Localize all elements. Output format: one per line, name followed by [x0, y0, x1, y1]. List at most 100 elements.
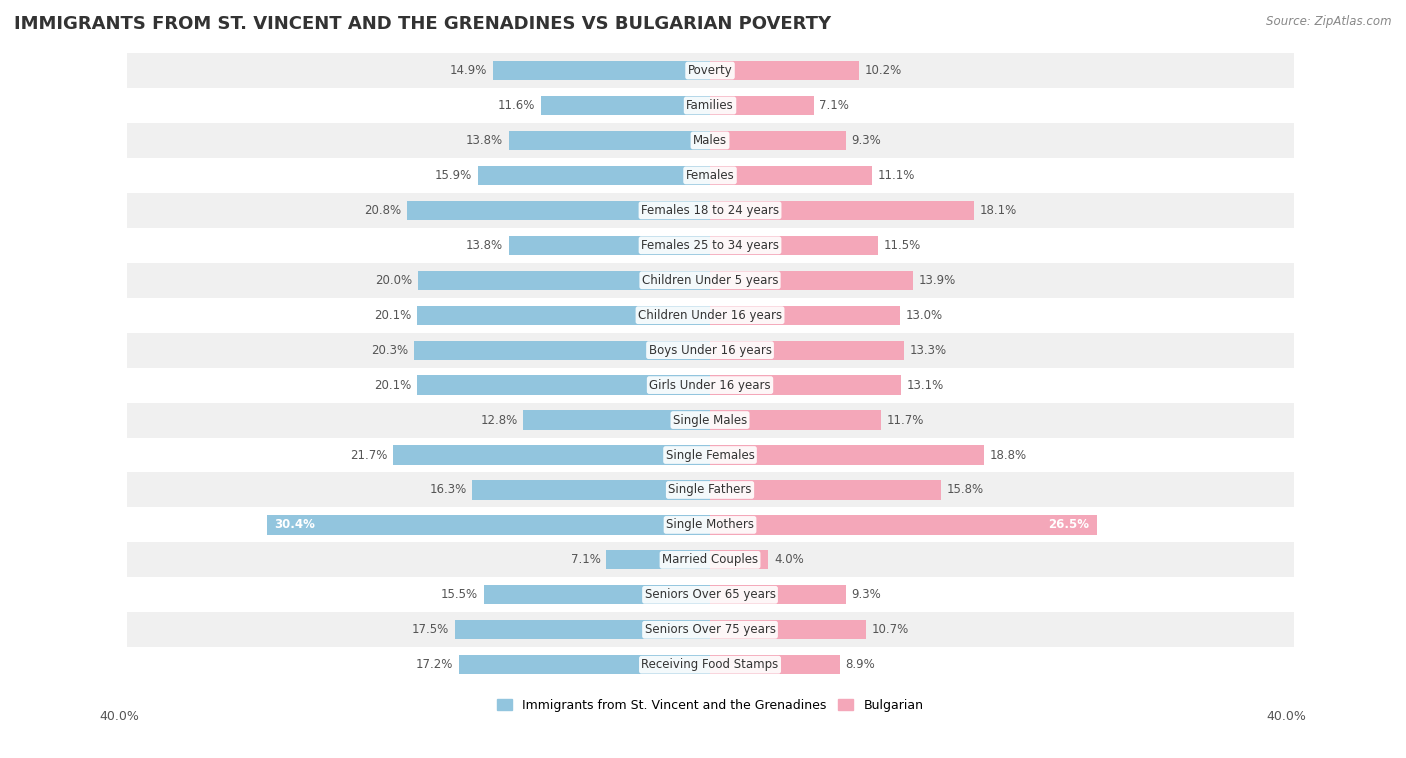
Bar — [509, 131, 710, 150]
Bar — [406, 201, 710, 220]
Bar — [509, 236, 710, 255]
Text: 17.2%: 17.2% — [416, 658, 453, 672]
Text: Seniors Over 75 years: Seniors Over 75 years — [644, 623, 776, 636]
Text: 40.0%: 40.0% — [1267, 709, 1306, 723]
Bar — [127, 333, 1294, 368]
Bar — [710, 96, 814, 115]
Text: 18.1%: 18.1% — [980, 204, 1017, 217]
Bar — [127, 402, 1294, 437]
Text: 13.8%: 13.8% — [465, 239, 503, 252]
Text: 16.3%: 16.3% — [429, 484, 467, 496]
Bar — [478, 166, 710, 185]
Text: 30.4%: 30.4% — [274, 518, 315, 531]
Text: 21.7%: 21.7% — [350, 449, 388, 462]
Text: 13.9%: 13.9% — [918, 274, 956, 287]
Text: Families: Families — [686, 99, 734, 112]
Bar — [710, 340, 904, 360]
Text: 26.5%: 26.5% — [1049, 518, 1090, 531]
Text: Receiving Food Stamps: Receiving Food Stamps — [641, 658, 779, 672]
Text: 17.5%: 17.5% — [412, 623, 449, 636]
Text: Males: Males — [693, 134, 727, 147]
Text: 11.7%: 11.7% — [887, 414, 924, 427]
Bar — [492, 61, 710, 80]
Bar — [127, 263, 1294, 298]
Text: Single Mothers: Single Mothers — [666, 518, 754, 531]
Bar — [127, 647, 1294, 682]
Text: Girls Under 16 years: Girls Under 16 years — [650, 378, 770, 392]
Bar — [710, 61, 859, 80]
Bar — [710, 236, 877, 255]
Bar — [127, 53, 1294, 88]
Text: 13.3%: 13.3% — [910, 343, 948, 357]
Text: 15.8%: 15.8% — [946, 484, 983, 496]
Text: 7.1%: 7.1% — [820, 99, 849, 112]
Text: 12.8%: 12.8% — [481, 414, 517, 427]
Text: Single Females: Single Females — [665, 449, 755, 462]
Bar — [127, 368, 1294, 402]
Text: Females 25 to 34 years: Females 25 to 34 years — [641, 239, 779, 252]
Bar — [454, 620, 710, 640]
Text: 15.9%: 15.9% — [434, 169, 472, 182]
Text: Females: Females — [686, 169, 734, 182]
Text: 20.1%: 20.1% — [374, 309, 411, 321]
Text: 10.7%: 10.7% — [872, 623, 910, 636]
Text: IMMIGRANTS FROM ST. VINCENT AND THE GRENADINES VS BULGARIAN POVERTY: IMMIGRANTS FROM ST. VINCENT AND THE GREN… — [14, 15, 831, 33]
Bar — [710, 550, 768, 569]
Bar — [127, 612, 1294, 647]
Bar — [484, 585, 710, 604]
Bar — [710, 481, 941, 500]
Text: 8.9%: 8.9% — [845, 658, 876, 672]
Bar — [710, 620, 866, 640]
Text: 14.9%: 14.9% — [450, 64, 486, 77]
Text: Source: ZipAtlas.com: Source: ZipAtlas.com — [1267, 15, 1392, 28]
Bar — [710, 166, 872, 185]
Bar — [710, 201, 974, 220]
Bar — [710, 271, 912, 290]
Text: Children Under 5 years: Children Under 5 years — [641, 274, 779, 287]
Bar — [267, 515, 710, 534]
Text: 11.6%: 11.6% — [498, 99, 534, 112]
Text: 20.8%: 20.8% — [364, 204, 401, 217]
Text: Poverty: Poverty — [688, 64, 733, 77]
Text: 18.8%: 18.8% — [990, 449, 1028, 462]
Bar — [541, 96, 710, 115]
Bar — [127, 123, 1294, 158]
Bar — [710, 515, 1097, 534]
Bar — [127, 193, 1294, 228]
Bar — [127, 228, 1294, 263]
Text: Married Couples: Married Couples — [662, 553, 758, 566]
Text: 7.1%: 7.1% — [571, 553, 600, 566]
Bar — [710, 131, 845, 150]
Text: 11.5%: 11.5% — [883, 239, 921, 252]
Bar — [416, 375, 710, 395]
Bar — [127, 472, 1294, 507]
Bar — [710, 305, 900, 325]
Bar — [416, 305, 710, 325]
Text: 20.0%: 20.0% — [375, 274, 412, 287]
Text: Single Fathers: Single Fathers — [668, 484, 752, 496]
Bar — [710, 410, 880, 430]
Text: 40.0%: 40.0% — [100, 709, 139, 723]
Text: Children Under 16 years: Children Under 16 years — [638, 309, 782, 321]
Bar — [127, 158, 1294, 193]
Bar — [606, 550, 710, 569]
Bar — [127, 298, 1294, 333]
Text: 13.8%: 13.8% — [465, 134, 503, 147]
Text: 20.1%: 20.1% — [374, 378, 411, 392]
Bar — [413, 340, 710, 360]
Text: 10.2%: 10.2% — [865, 64, 901, 77]
Bar — [419, 271, 710, 290]
Text: Boys Under 16 years: Boys Under 16 years — [648, 343, 772, 357]
Bar — [127, 437, 1294, 472]
Text: 11.1%: 11.1% — [877, 169, 915, 182]
Bar — [710, 446, 984, 465]
Text: Seniors Over 65 years: Seniors Over 65 years — [644, 588, 776, 601]
Text: 13.1%: 13.1% — [907, 378, 945, 392]
Bar — [472, 481, 710, 500]
Bar — [710, 375, 901, 395]
Bar — [127, 507, 1294, 543]
Bar — [127, 543, 1294, 578]
Text: 9.3%: 9.3% — [852, 134, 882, 147]
Bar — [460, 655, 710, 675]
Bar — [127, 88, 1294, 123]
